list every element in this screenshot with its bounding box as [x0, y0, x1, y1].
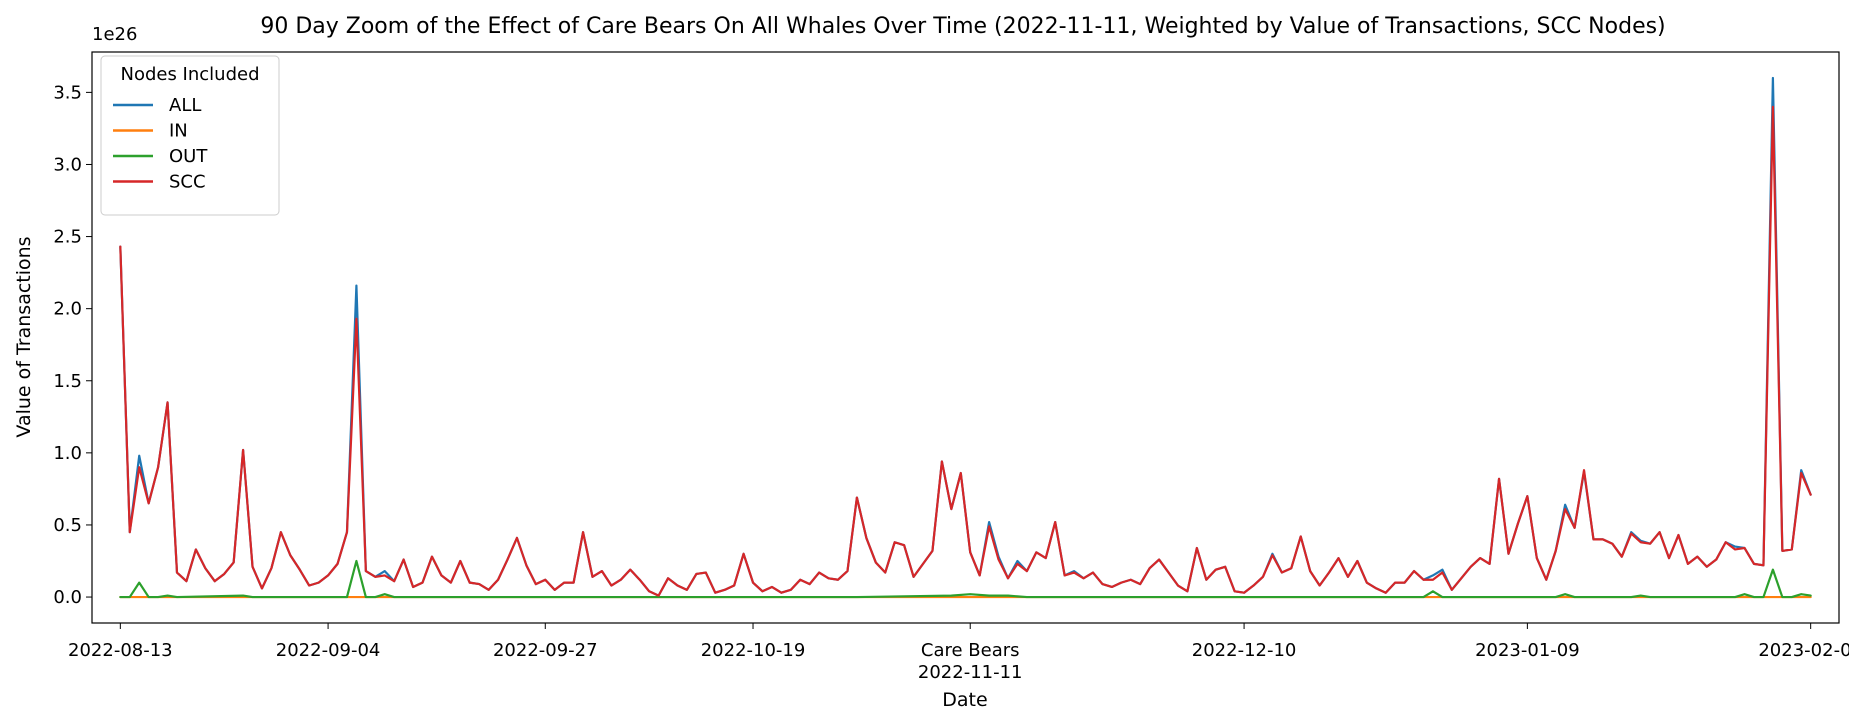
y-tick-label: 2.5 [53, 227, 82, 248]
y-tick-label: 0.0 [53, 587, 82, 608]
series-line-scc [119, 105, 1812, 597]
y-axis-title: Value of Transactions [13, 236, 35, 437]
x-tick-label: 2022-08-13 [68, 640, 173, 661]
x-tick-label: 2022-09-27 [493, 640, 598, 661]
x-tick-label: 2022-12-10 [1192, 640, 1297, 661]
x-tick-label: 2022-09-04 [276, 640, 381, 661]
legend-entries: ALL IN OUT SCC [113, 95, 208, 193]
legend-box [100, 55, 280, 216]
y-tick-label: 3.5 [53, 82, 82, 103]
y-axis: 0.0 0.5 1.0 1.5 2.0 2.5 3.0 3.5 [53, 82, 92, 608]
x-axis-title: Date [942, 689, 987, 711]
plot-frame [91, 51, 1840, 624]
series-line-out [119, 559, 1812, 599]
y-tick-label: 1.0 [53, 443, 82, 464]
x-tick-label: 2022-11-11 [918, 662, 1023, 683]
plot-series [119, 76, 1812, 599]
y-tick-label: 0.5 [53, 515, 82, 536]
x-axis: 2022-08-13 2022-09-04 2022-09-27 2022-10-19… [68, 623, 1849, 683]
y-multiplier-label: 1e26 [92, 24, 137, 45]
x-tick-label: 2023-01-09 [1475, 640, 1580, 661]
legend-label-scc: SCC [169, 172, 206, 193]
legend-label-in: IN [169, 121, 188, 142]
x-tick-label: 2022-10-19 [701, 640, 806, 661]
legend-label-out: OUT [169, 146, 208, 167]
event-annotation-label: Care Bears [921, 640, 1020, 661]
legend: Nodes Included ALL IN OUT SCC [100, 55, 280, 216]
y-tick-label: 1.5 [53, 371, 82, 392]
legend-title: Nodes Included [120, 64, 259, 85]
legend-label-all: ALL [169, 95, 201, 116]
y-tick-label: 3.0 [53, 154, 82, 175]
x-tick-label: 2023-02-08 [1758, 640, 1849, 661]
chart-title: 90 Day Zoom of the Effect of Care Bears … [260, 14, 1665, 39]
y-tick-label: 2.0 [53, 299, 82, 320]
